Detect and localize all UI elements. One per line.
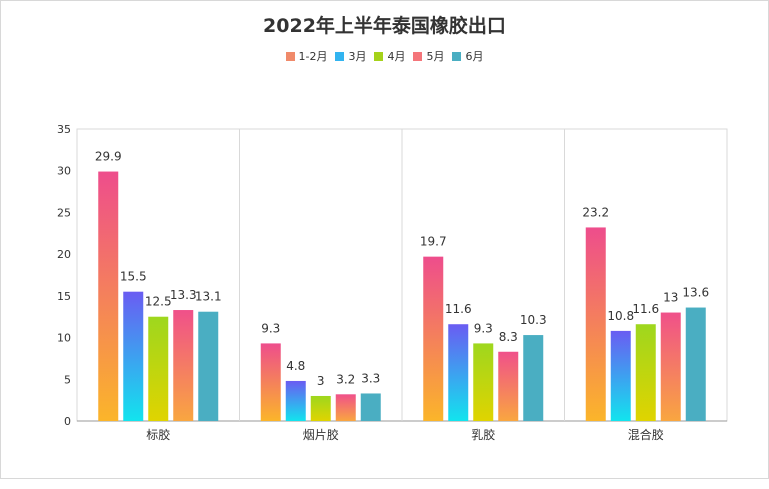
- legend-label: 3月: [348, 50, 367, 63]
- chart-legend: 1-2月 3月 4月 5月 6月: [1, 48, 768, 64]
- legend-item-5[interactable]: 6月: [452, 48, 483, 64]
- data-label: 9.3: [261, 321, 280, 335]
- y-tick-label: 25: [57, 206, 71, 219]
- y-tick-label: 15: [57, 290, 71, 303]
- bar: [448, 324, 469, 421]
- x-category-label: 乳胶: [471, 427, 495, 442]
- legend-swatch: [452, 51, 462, 61]
- y-tick-label: 20: [57, 248, 71, 261]
- legend-item-1[interactable]: 1-2月: [285, 48, 328, 64]
- bar: [260, 343, 281, 421]
- bar: [585, 227, 606, 421]
- bar: [98, 171, 119, 421]
- bar: [610, 330, 631, 421]
- data-label: 13: [663, 291, 678, 305]
- bar: [635, 324, 656, 421]
- bar: [523, 335, 544, 421]
- chart-title: 2022年上半年泰国橡胶出口: [263, 15, 506, 37]
- legend-swatch: [374, 51, 384, 61]
- legend-swatch: [413, 51, 423, 61]
- y-tick-label: 5: [64, 373, 71, 386]
- legend-item-2[interactable]: 3月: [335, 48, 366, 64]
- data-label: 3.2: [336, 372, 355, 386]
- legend-label: 6月: [465, 50, 484, 63]
- data-label: 3.3: [361, 371, 380, 385]
- bar-chart: 0 5 10 15 20 25 30 35 标胶 29.9 15.5 12.513.313.1 烟片胶 9…: [57, 123, 728, 442]
- legend-label: 4月: [387, 50, 406, 63]
- data-label: 8.3: [499, 330, 518, 344]
- legend-item-4[interactable]: 5月: [413, 48, 444, 64]
- data-label: 19.7: [420, 235, 447, 249]
- bar: [285, 380, 306, 421]
- data-label: 13.1: [195, 290, 222, 304]
- bar: [423, 256, 444, 421]
- legend-swatch: [285, 51, 295, 61]
- legend-label: 1-2月: [298, 50, 328, 63]
- legend-swatch: [335, 51, 345, 61]
- y-tick-label: 0: [64, 415, 71, 428]
- bar: [335, 394, 356, 421]
- y-tick-label: 10: [57, 332, 71, 345]
- bar: [498, 351, 519, 421]
- legend-label: 5月: [426, 50, 445, 63]
- bar: [360, 393, 381, 421]
- data-label: 23.2: [582, 205, 609, 219]
- data-label: 4.8: [286, 359, 305, 373]
- data-label: 9.3: [474, 321, 493, 335]
- bar: [198, 311, 219, 421]
- bar: [148, 316, 169, 421]
- legend-item-3[interactable]: 4月: [374, 48, 405, 64]
- bar: [660, 312, 681, 421]
- y-tick-label: 35: [57, 123, 71, 136]
- bar: [173, 310, 194, 421]
- data-label: 11.6: [632, 302, 659, 316]
- data-label: 3: [317, 374, 325, 388]
- y-tick-label: 30: [57, 165, 71, 178]
- bar: [310, 395, 331, 421]
- x-category-label: 混合胶: [628, 427, 664, 442]
- data-label: 29.9: [95, 150, 122, 164]
- x-category-label: 烟片胶: [303, 427, 339, 442]
- x-category-label: 标胶: [146, 427, 170, 442]
- data-label: 10.8: [607, 309, 634, 323]
- data-label: 13.3: [170, 288, 197, 302]
- data-label: 13.6: [682, 286, 709, 300]
- bar: [685, 307, 706, 421]
- data-label: 10.3: [520, 313, 547, 327]
- data-label: 11.6: [445, 302, 472, 316]
- bar: [473, 343, 494, 421]
- data-label: 12.5: [145, 295, 172, 309]
- chart-frame: 2022年上半年泰国橡胶出口 1-2月 3月 4月 5月 6月 0 5 10 15 20 25 30…: [0, 0, 769, 479]
- bar: [123, 291, 144, 421]
- data-label: 15.5: [120, 270, 147, 284]
